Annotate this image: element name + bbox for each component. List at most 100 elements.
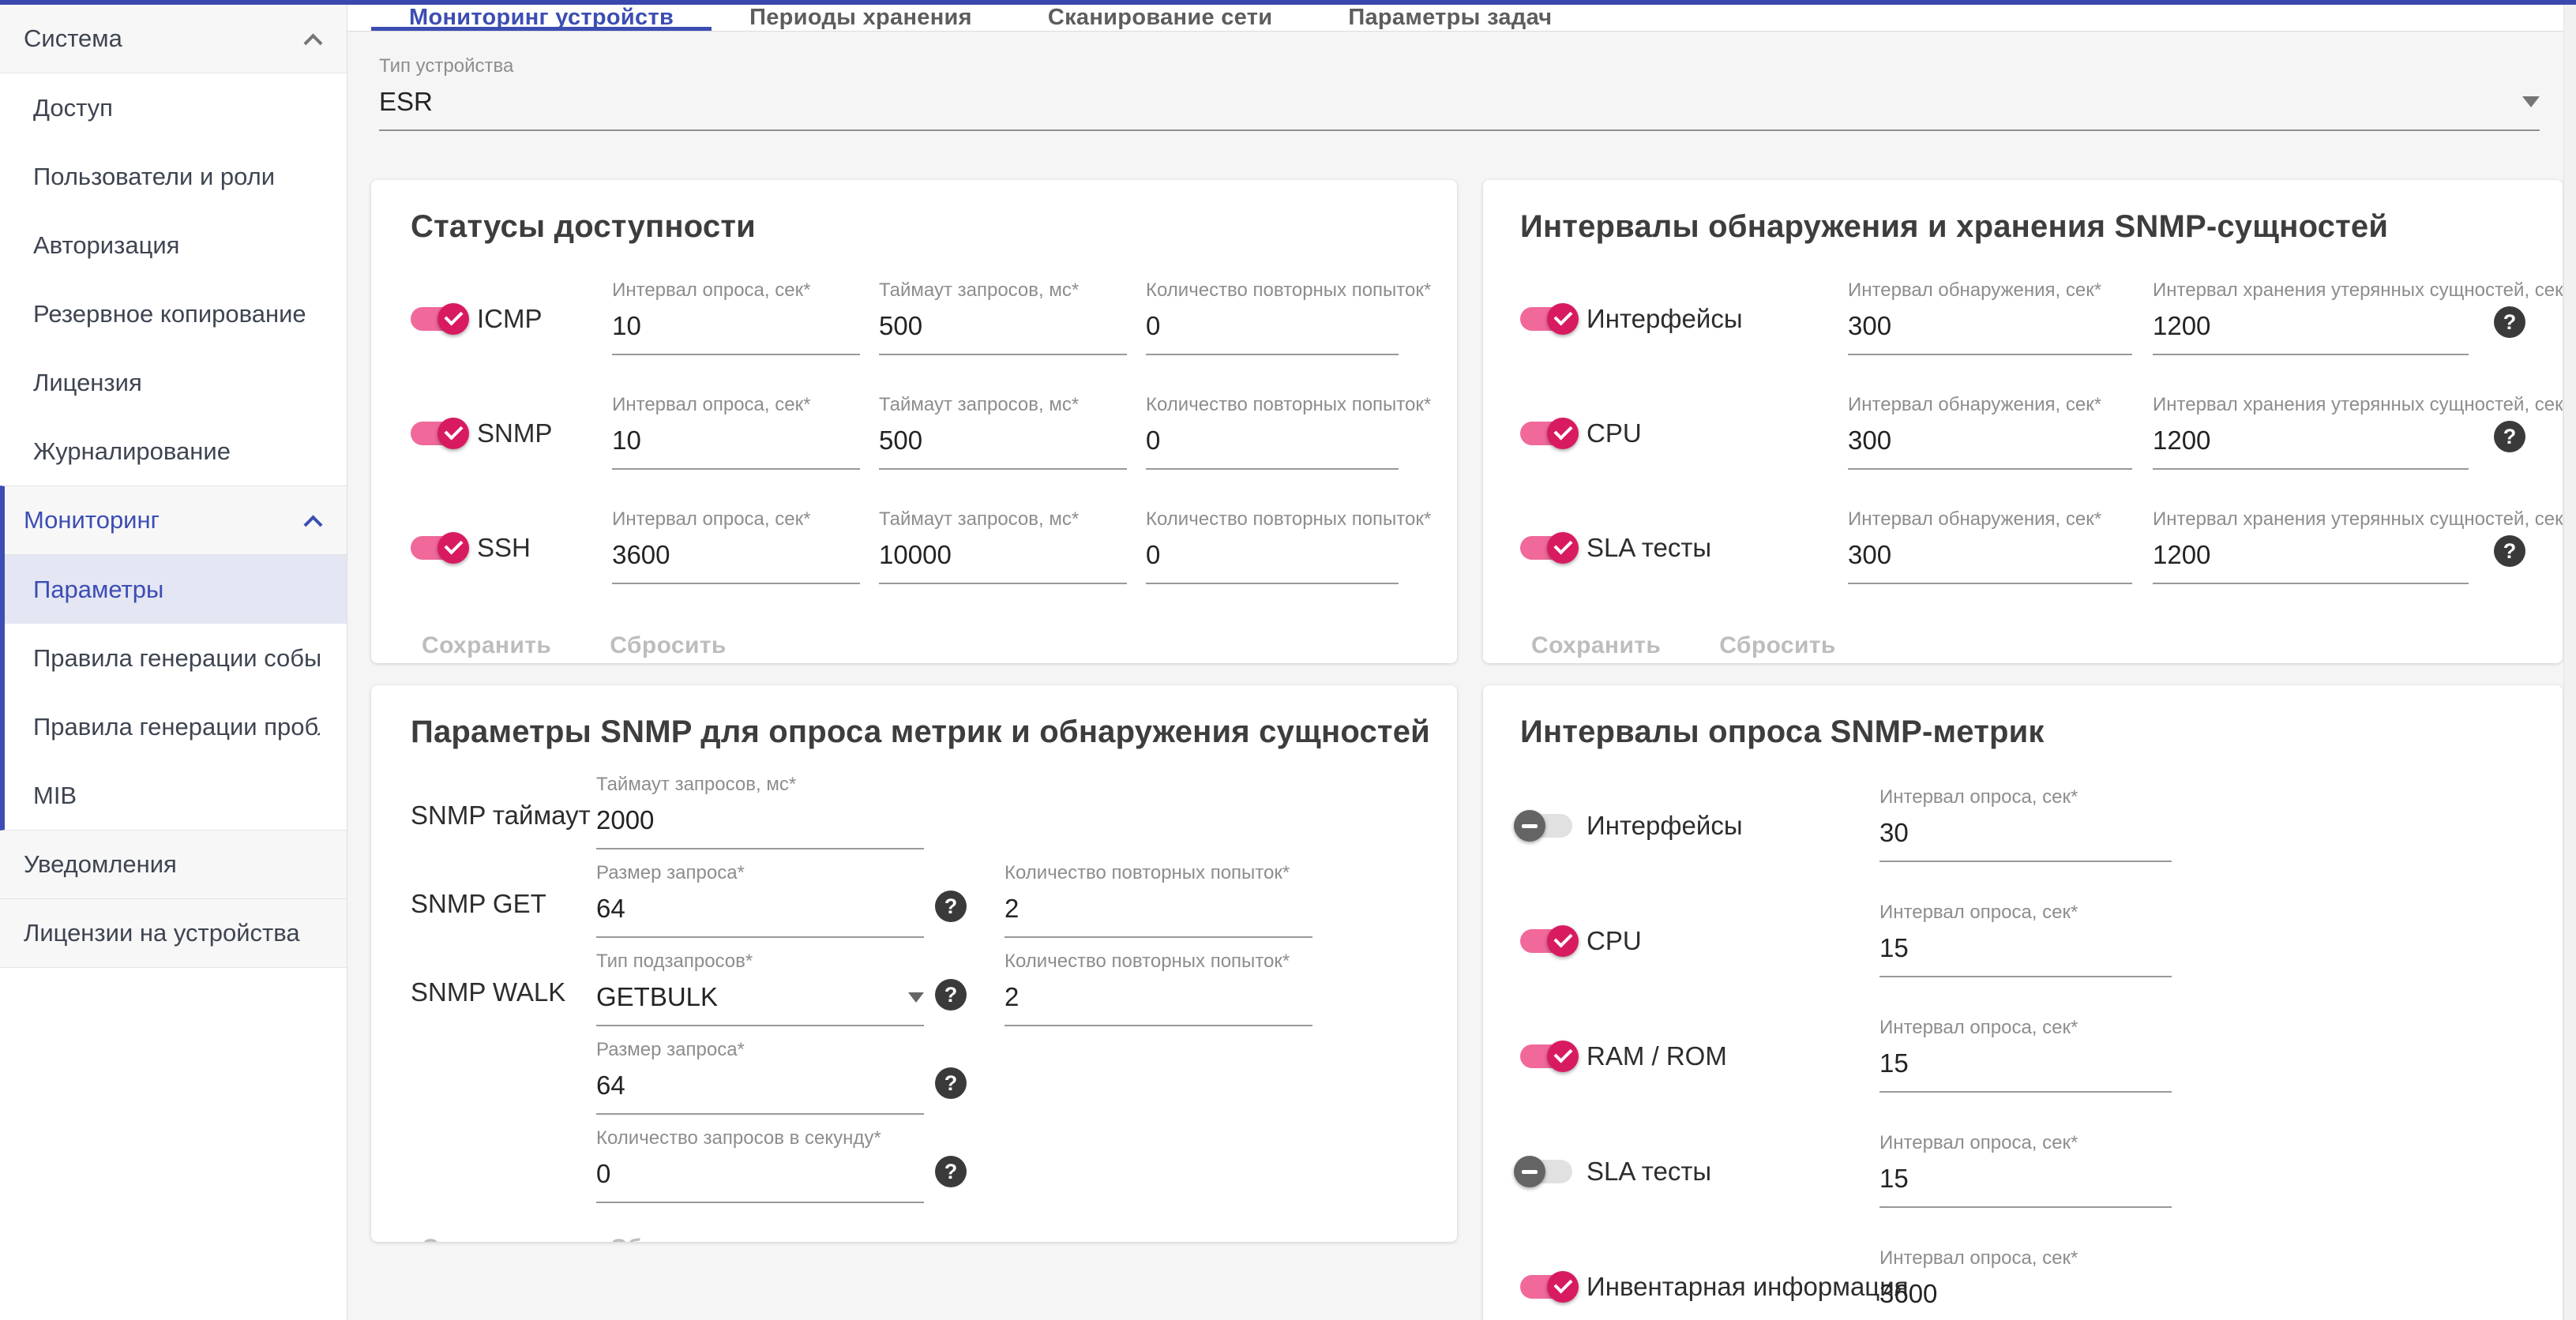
field-label: Количество повторных попыток* (1146, 279, 1432, 301)
toggle-thumb-check-icon (1547, 925, 1579, 957)
save-button[interactable]: Сохранить (411, 623, 562, 663)
sidebar-item-users-roles[interactable]: Пользователи и роли (0, 142, 347, 211)
sidebar-item-event-rules[interactable]: Правила генерации событий (5, 624, 347, 692)
timeout-input[interactable]: 500 (879, 426, 1127, 470)
sidebar-section-system[interactable]: Система (0, 5, 347, 73)
reset-button[interactable]: Сбросить (599, 623, 738, 663)
chevron-up-icon[interactable] (303, 32, 323, 53)
sla-toggle-off[interactable] (1514, 1156, 1572, 1187)
icmp-toggle-on[interactable] (411, 303, 469, 335)
scrollbar-track[interactable] (2563, 5, 2576, 1320)
help-icon[interactable]: ? (935, 891, 967, 922)
sidebar-item-authorization[interactable]: Авторизация (0, 211, 347, 279)
field-value: 0 (1146, 311, 1161, 340)
save-button[interactable]: Сохранить (411, 1225, 562, 1242)
cpu-toggle-on[interactable] (1520, 418, 1579, 449)
help-icon[interactable]: ? (935, 979, 967, 1011)
request-size-input[interactable]: 64 (596, 894, 924, 938)
field-value: 300 (1848, 426, 1892, 455)
poll-interval-input[interactable]: 15 (1879, 1164, 2172, 1208)
sidebar-item-label: Мониторинг (24, 506, 160, 534)
retries-input[interactable]: 2 (1004, 894, 1312, 938)
tab-device-monitoring[interactable]: Мониторинг устройств (371, 5, 712, 31)
sidebar-item-parameters[interactable]: Параметры (5, 555, 347, 624)
reset-button[interactable]: Сбросить (1708, 623, 1847, 663)
retention-interval-input[interactable]: 1200 (2153, 426, 2469, 470)
retries-input[interactable]: 0 (1146, 540, 1399, 584)
cpu-toggle-on[interactable] (1520, 925, 1579, 957)
ram-rom-toggle-on[interactable] (1520, 1041, 1579, 1072)
field-value: 2 (1004, 894, 1020, 923)
poll-interval-input[interactable]: 10 (612, 426, 861, 470)
field-value: 1200 (2153, 426, 2211, 455)
snmp-metrics-polling-card: Интервалы опроса SNMP-метрик Интерфейсы … (1483, 685, 2563, 1320)
toggle-thumb-check-icon (437, 303, 469, 335)
reset-button[interactable]: Сбросить (599, 1225, 738, 1242)
field-label: Интервал опроса, сек* (612, 279, 811, 301)
interfaces-toggle-on[interactable] (1520, 303, 1579, 335)
poll-interval-input[interactable]: 30 (1879, 818, 2172, 862)
timeout-input[interactable]: 10000 (879, 540, 1127, 584)
field-label: Размер запроса* (596, 862, 745, 883)
row-name: SNMP GET (411, 889, 546, 918)
sidebar-item-backup[interactable]: Резервное копирование (0, 279, 347, 348)
discovery-interval-input[interactable]: 300 (1848, 540, 2132, 584)
help-icon[interactable]: ? (2494, 421, 2525, 452)
poll-interval-input[interactable]: 15 (1879, 933, 2172, 977)
sidebar-item-mib[interactable]: MIB (5, 761, 347, 830)
inventory-row: Инвентарная информация Интервал опроса, … (1520, 1247, 2525, 1320)
help-icon[interactable]: ? (2494, 306, 2525, 338)
snmp-toggle-on[interactable] (411, 418, 469, 449)
sidebar-item-notifications[interactable]: Уведомления (0, 831, 347, 899)
sidebar-item-device-licenses[interactable]: Лицензии на устройства (0, 899, 347, 968)
poll-interval-input[interactable]: 3600 (1879, 1279, 2172, 1320)
retries-input[interactable]: 0 (1146, 311, 1399, 355)
sidebar-section-monitoring[interactable]: Мониторинг (5, 486, 347, 555)
poll-interval-input[interactable]: 3600 (612, 540, 861, 584)
field-value: 3600 (1879, 1279, 1938, 1308)
field-value: 30 (1879, 818, 1909, 847)
dropdown-arrow-icon (2522, 96, 2540, 107)
ssh-toggle-on[interactable] (411, 532, 469, 564)
device-type-select[interactable]: ESR (379, 87, 2540, 131)
row-name (411, 1127, 596, 1154)
timeout-input[interactable]: 500 (879, 311, 1127, 355)
inventory-toggle-on[interactable] (1520, 1271, 1579, 1303)
sidebar-item-access[interactable]: Доступ (0, 73, 347, 142)
sidebar-item-label: Авторизация (33, 231, 180, 259)
discovery-interval-input[interactable]: 300 (1848, 426, 2132, 470)
field-label: Интервал опроса, сек* (612, 394, 811, 415)
sla-toggle-on[interactable] (1520, 532, 1579, 564)
save-button[interactable]: Сохранить (1520, 623, 1672, 663)
availability-statuses-card: Статусы доступности ICMP Интервал опроса… (371, 180, 1457, 663)
discovery-interval-input[interactable]: 300 (1848, 311, 2132, 355)
card-title: Статусы доступности (411, 209, 756, 244)
help-icon[interactable]: ? (2494, 535, 2525, 567)
sidebar-item-license[interactable]: Лицензия (0, 348, 347, 417)
tab-network-scan[interactable]: Сканирование сети (1010, 5, 1310, 31)
interfaces-toggle-off[interactable] (1514, 810, 1572, 842)
subrequest-type-select[interactable]: GETBULK (596, 982, 924, 1026)
sidebar-item-problem-rules[interactable]: Правила генерации проблем (5, 692, 347, 761)
request-size-input[interactable]: 64 (596, 1071, 924, 1115)
snmp-timeout-input[interactable]: 2000 (596, 805, 924, 849)
field-label: Интервал опроса, сек* (1879, 1132, 2078, 1153)
chevron-up-icon[interactable] (303, 514, 323, 534)
row-name: SLA тесты (1587, 533, 1712, 562)
requests-per-second-input[interactable]: 0 (596, 1159, 924, 1203)
sidebar-item-logging[interactable]: Журналирование (0, 417, 347, 486)
row-name: SNMP таймаут (411, 801, 591, 830)
retention-interval-input[interactable]: 1200 (2153, 540, 2469, 584)
tab-retention-periods[interactable]: Периоды хранения (712, 5, 1010, 31)
help-icon[interactable]: ? (935, 1067, 967, 1099)
retention-interval-input[interactable]: 1200 (2153, 311, 2469, 355)
field-label: Интервал хранения утерянных сущностей, с… (2153, 279, 2563, 301)
sidebar-item-label: Лицензии на устройства (24, 919, 300, 947)
sidebar-item-label: Уведомления (24, 850, 177, 878)
retries-input[interactable]: 2 (1004, 982, 1312, 1026)
tab-task-parameters[interactable]: Параметры задач (1310, 5, 1590, 31)
poll-interval-input[interactable]: 10 (612, 311, 861, 355)
help-icon[interactable]: ? (935, 1156, 967, 1187)
retries-input[interactable]: 0 (1146, 426, 1399, 470)
poll-interval-input[interactable]: 15 (1879, 1048, 2172, 1093)
